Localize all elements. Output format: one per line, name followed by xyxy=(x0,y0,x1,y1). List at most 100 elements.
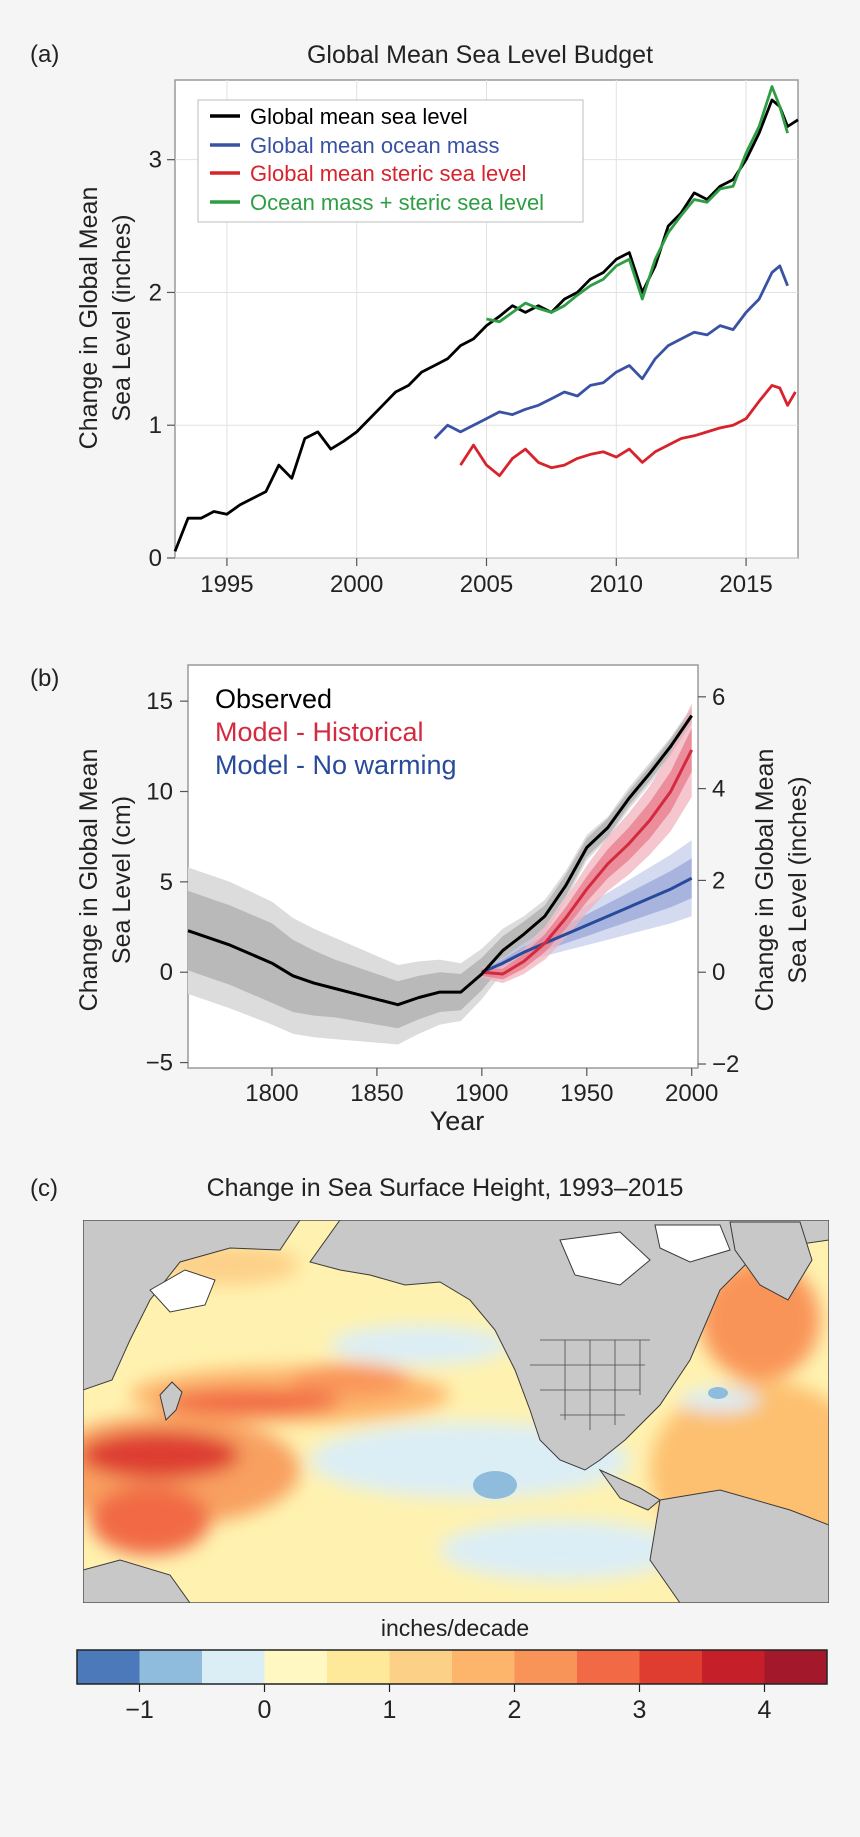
legend-label-model-historical: Model - Historical xyxy=(215,717,424,747)
panel-b-ylabel-right-line2: Sea Level (inches) xyxy=(784,776,812,983)
sea-surface-height-map xyxy=(83,1220,829,1603)
panel-a-ytick-label-2: 2 xyxy=(149,279,162,306)
ssh-region-gulf-stream xyxy=(680,1388,760,1412)
panel-b-model-historical-line xyxy=(481,749,694,976)
colorbar-bin-3 xyxy=(264,1650,327,1684)
panel-b-label: (b) xyxy=(30,665,59,692)
colorbar-bin-2 xyxy=(202,1650,265,1684)
panel-b-ytick-right-label-1: 0 xyxy=(712,959,725,986)
legend-label-steric: Global mean steric sea level xyxy=(250,161,526,186)
panel-b-xtick-label-0: 1800 xyxy=(245,1080,298,1107)
panel-a-series xyxy=(173,85,799,552)
ssh-region-blue-patch-pacific xyxy=(473,1471,517,1499)
panel-b: (b) 1800 1850 1900 1950 2000 −5 0 5 10 15 −2 0 2 4 6 Y… xyxy=(30,664,812,1136)
panel-b-ytick-label-3: 10 xyxy=(146,779,173,806)
panel-a-xtick-label-2: 2005 xyxy=(460,571,513,598)
panel-b-legend: Observed Model - Historical Model - No w… xyxy=(215,684,457,780)
panel-b-xtick-label-1: 1850 xyxy=(350,1080,403,1107)
panel-b-ytick-label-2: 5 xyxy=(160,869,173,896)
colorbar-bin-4 xyxy=(327,1650,390,1684)
land-north-america xyxy=(309,1220,829,1471)
panel-a-xtick-label-1: 2000 xyxy=(330,571,383,598)
colorbar-bin-5 xyxy=(389,1650,452,1684)
panel-a-title: Global Mean Sea Level Budget xyxy=(307,41,653,69)
ice-regions xyxy=(149,1224,731,1313)
ice-arctic-archipelago xyxy=(654,1224,731,1263)
panel-b-ylabel-line1: Change in Global Mean xyxy=(75,749,103,1012)
ssh-region-blue-patch-atlantic xyxy=(708,1387,728,1399)
ssh-region-east-pacific-south xyxy=(440,1520,680,1580)
land-masses xyxy=(83,1220,829,1603)
panel-a-mass-plus-steric-line xyxy=(486,85,789,324)
panel-a-label: (a) xyxy=(30,41,59,68)
legend-label-gmsl: Global mean sea level xyxy=(250,104,468,129)
panel-a-ylabel-line2: Sea Level (inches) xyxy=(108,214,136,421)
panel-c: (c) Change in Sea Surface Height, 1993–2… xyxy=(30,1174,829,1724)
panel-b-band-outer-1 xyxy=(481,703,692,984)
land-australia xyxy=(83,1559,191,1603)
colorbar-label: inches/decade xyxy=(381,1615,529,1641)
colorbar-tick-label-5: 4 xyxy=(758,1696,772,1724)
panel-b-ytick-label-0: −5 xyxy=(146,1050,173,1077)
legend-label-ocean-mass: Global mean ocean mass xyxy=(250,133,499,158)
panel-a-ylabel-line1: Change in Global Mean xyxy=(75,187,103,450)
colorbar-tick-label-1: 0 xyxy=(258,1696,272,1724)
panel-a-legend: Global mean sea level Global mean ocean … xyxy=(197,99,584,223)
panel-a-xtick-label-4: 2015 xyxy=(719,571,772,598)
land-greenland xyxy=(729,1221,813,1301)
panel-a: (a) Global Mean Sea Level Budget 1995 200… xyxy=(30,41,799,598)
panel-b-xtick-label-2: 1900 xyxy=(455,1080,508,1107)
panel-a-xtick-label-0: 1995 xyxy=(200,571,253,598)
colorbar-bin-8 xyxy=(577,1650,640,1684)
colorbar-tick-label-2: 1 xyxy=(383,1696,397,1724)
panel-b-ylabel-line2: Sea Level (cm) xyxy=(108,796,136,964)
legend-label-model-no-warming: Model - No warming xyxy=(215,750,457,780)
panel-a-xtick-label-3: 2010 xyxy=(590,571,643,598)
panel-a-ocean-mass-line xyxy=(433,264,789,440)
us-state-grid xyxy=(530,1339,650,1430)
panel-a-ytick-label-0: 0 xyxy=(149,545,162,572)
panel-b-xtick-label-3: 1950 xyxy=(560,1080,613,1107)
panel-b-ytick-right-label-0: −2 xyxy=(712,1051,739,1078)
panel-b-observed-line xyxy=(187,714,693,1007)
panel-a-ytick-label-1: 1 xyxy=(149,412,162,439)
ssh-region-philippine-sea xyxy=(83,1431,240,1479)
panel-c-label: (c) xyxy=(30,1175,58,1202)
panel-b-ytick-right-label-2: 2 xyxy=(712,867,725,894)
ice-okhotsk xyxy=(149,1269,216,1313)
panel-b-ytick-right-label-4: 6 xyxy=(712,684,725,711)
panel-b-ytick-label-4: 15 xyxy=(146,688,173,715)
panel-b-ylabel-right-line1: Change in Global Mean xyxy=(751,749,779,1012)
legend-label-observed: Observed xyxy=(215,684,332,714)
panel-b-xlabel: Year xyxy=(430,1106,485,1136)
panel-b-ytick-label-1: 0 xyxy=(160,959,173,986)
panel-b-series xyxy=(187,703,694,1045)
panel-a-steric-line xyxy=(459,384,797,478)
colorbar-tick-label-4: 3 xyxy=(633,1696,647,1724)
colorbar: −1 0 1 2 3 4 xyxy=(76,1649,828,1724)
panel-c-title: Change in Sea Surface Height, 1993–2015 xyxy=(207,1174,684,1202)
colorbar-tick-label-0: −1 xyxy=(125,1696,154,1724)
colorbar-bin-11 xyxy=(764,1650,827,1684)
panel-b-ytick-right-label-3: 4 xyxy=(712,776,725,803)
colorbar-tick-label-3: 2 xyxy=(508,1696,522,1724)
colorbar-bin-6 xyxy=(452,1650,515,1684)
colorbar-bin-9 xyxy=(639,1650,702,1684)
land-japan xyxy=(159,1381,183,1421)
panel-a-ticks: 1995 2000 2005 2010 2015 0 1 2 3 xyxy=(149,147,773,598)
legend-label-sum: Ocean mass + steric sea level xyxy=(250,190,544,215)
colorbar-bin-10 xyxy=(702,1650,765,1684)
panel-b-ticks: 1800 1850 1900 1950 2000 −5 0 5 10 15 −2 0 2 4 6 xyxy=(146,684,740,1107)
panel-a-ytick-label-3: 3 xyxy=(149,147,162,174)
ssh-region-indonesia xyxy=(90,1485,210,1555)
ssh-region-north-pacific-east xyxy=(290,1364,410,1396)
land-central-america xyxy=(598,1468,661,1511)
colorbar-bin-7 xyxy=(514,1650,577,1684)
panel-b-model-no-warming-line xyxy=(481,876,693,974)
panel-b-xtick-label-4: 2000 xyxy=(665,1080,718,1107)
colorbar-bin-1 xyxy=(139,1650,202,1684)
ssh-region-kuroshio-core xyxy=(160,1388,340,1416)
panel-a-legend-box xyxy=(197,99,584,223)
ssh-region-gulf-of-alaska xyxy=(330,1325,510,1365)
